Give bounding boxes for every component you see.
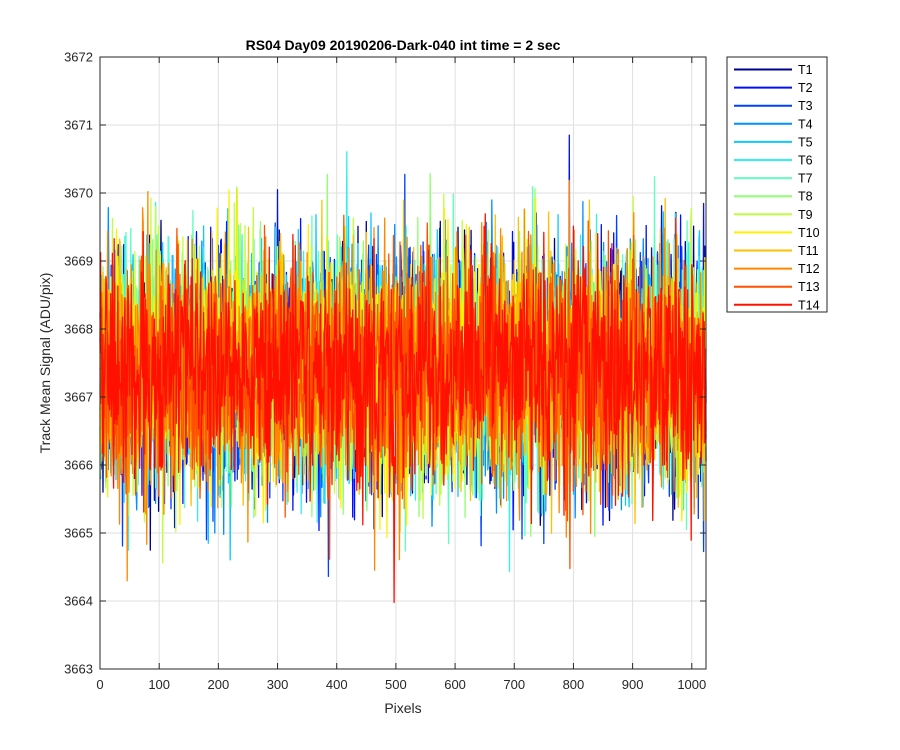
y-tick-label: 3665 (64, 526, 93, 541)
x-tick-label: 800 (563, 677, 585, 692)
y-tick-label: 3668 (64, 322, 93, 337)
x-axis-label: Pixels (384, 700, 421, 716)
legend-label-t6: T6 (798, 154, 813, 168)
legend-label-t8: T8 (798, 190, 813, 204)
x-tick-label: 300 (267, 677, 289, 692)
legend-label-t1: T1 (798, 63, 813, 77)
legend-label-t14: T14 (798, 298, 820, 312)
series-line-t14 (99, 213, 707, 604)
x-tick-label: 700 (503, 677, 525, 692)
x-tick-labels: 0 100 200 300 400 500 600 700 800 900 1000 (96, 677, 706, 692)
legend-label-t4: T4 (798, 117, 813, 131)
legend: T1 T2 T3 T4 T5 T6 T7 T8 T9 T10 T11 T12 T13 T14 (726, 56, 828, 313)
x-tick-label: 500 (385, 677, 407, 692)
legend-label-t13: T13 (798, 280, 820, 294)
y-tick-label: 3670 (64, 186, 93, 201)
x-tick-label: 1000 (677, 677, 706, 692)
y-tick-label: 3671 (64, 118, 93, 133)
y-tick-label: 3672 (64, 50, 93, 65)
y-tick-label: 3667 (64, 390, 93, 405)
y-tick-label: 3663 (64, 662, 93, 677)
legend-label-t3: T3 (798, 99, 813, 113)
y-tick-label: 3669 (64, 254, 93, 269)
legend-label-t9: T9 (798, 208, 813, 222)
series-layer (99, 134, 707, 604)
legend-label-t5: T5 (798, 135, 813, 149)
plot-area: 0 100 200 300 400 500 600 700 800 900 1000 3663366… (64, 50, 707, 692)
x-tick-label: 400 (326, 677, 348, 692)
legend-label-t12: T12 (798, 262, 820, 276)
x-tick-label: 100 (148, 677, 170, 692)
legend-label-t2: T2 (798, 81, 813, 95)
chart-title: RS04 Day09 20190206-Dark-040 int time = … (246, 37, 561, 53)
y-tick-labels: 3663 3664 3665 3666 3667 3668 3669 3670 3671 3672 (64, 50, 93, 677)
legend-items: T1 T2 T3 T4 T5 T6 T7 T8 T9 T10 T11 T12 T13 T14 (734, 63, 820, 312)
y-axis-label: Track Mean Signal (ADU/pix) (37, 273, 53, 454)
y-tick-label: 3664 (64, 594, 93, 609)
x-tick-label: 0 (96, 677, 103, 692)
legend-label-t11: T11 (798, 244, 819, 258)
legend-label-t7: T7 (798, 172, 813, 186)
y-tick-label: 3666 (64, 458, 93, 473)
legend-label-t10: T10 (798, 226, 820, 240)
x-tick-label: 900 (622, 677, 644, 692)
tick-marks (99, 56, 706, 670)
axes-box (99, 56, 707, 670)
x-tick-label: 200 (208, 677, 230, 692)
x-tick-label: 600 (444, 677, 466, 692)
